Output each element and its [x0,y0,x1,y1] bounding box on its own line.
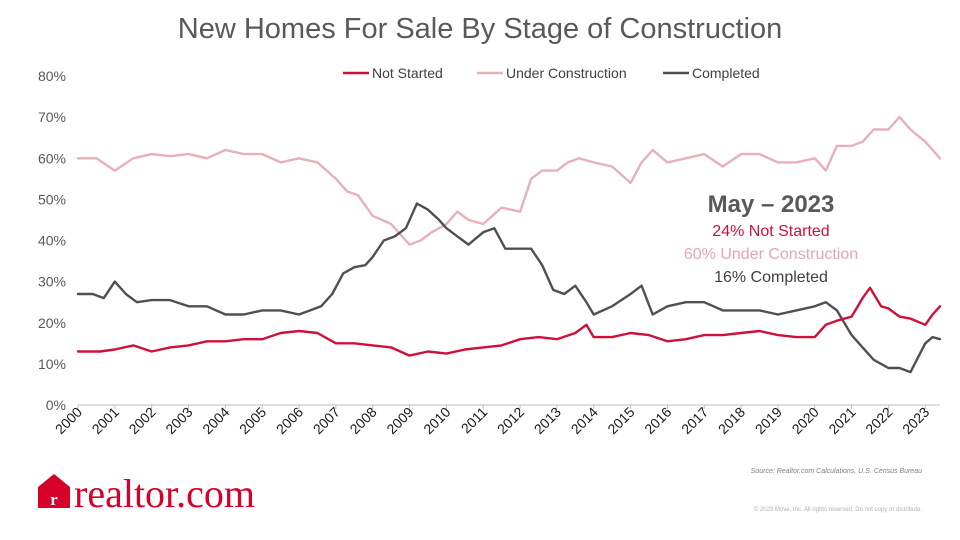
annotation-heading: May – 2023 [708,191,835,218]
y-tick-label: 20% [38,315,66,331]
x-tick-label: 2003 [162,404,195,437]
logo-wordmark: realtor.com [74,471,255,516]
source-note: Source: Realtor.com Calculations, U.S. C… [751,468,922,475]
x-tick-label: 2009 [383,404,416,437]
y-tick-label: 50% [38,191,66,207]
copyright-note: © 2023 Move, Inc. All rights reserved. D… [754,506,923,513]
x-tick-label: 2023 [899,404,932,437]
x-tick-label: 2012 [494,404,527,437]
series-line-completed [76,202,942,374]
x-tick-label: 2017 [678,404,711,437]
logo-mark: r [50,490,58,509]
annotation: May – 2023 24% Not Started 60% Under Con… [684,191,858,286]
x-tick-label: 2014 [568,404,601,437]
y-axis: 0% 10% 20% 30% 40% 50% 60% 70% 80% [38,68,66,413]
x-tick-label: 2011 [458,404,491,437]
annotation-completed: 16% Completed [714,269,828,286]
y-tick-label: 70% [38,109,66,125]
house-icon: r [38,474,70,509]
x-tick-label: 2005 [236,404,269,437]
series-layer [76,115,942,374]
y-tick-label: 0% [46,397,66,413]
x-tick-label: 2007 [310,404,343,437]
x-tick-label: 2001 [89,404,122,437]
x-tick-label: 2020 [789,404,822,437]
x-tick-label: 2015 [604,404,637,437]
x-tick-label: 2016 [641,404,674,437]
chart-title: New Homes For Sale By Stage of Construct… [178,13,782,45]
y-tick-label: 80% [38,68,66,84]
legend: Not Started Under Construction Completed [343,65,760,81]
y-tick-label: 60% [38,150,66,166]
y-tick-label: 30% [38,274,66,290]
x-tick-label: 2021 [825,404,858,437]
y-tick-label: 10% [38,356,66,372]
x-tick-label: 2004 [199,404,232,437]
realtor-logo: r realtor.com [38,471,255,516]
x-tick-label: 2006 [273,404,306,437]
x-tick-label: 2010 [420,404,453,437]
x-tick-label: 2002 [125,404,158,437]
annotation-under-construction: 60% Under Construction [684,246,858,263]
x-tick-label: 2019 [752,404,785,437]
x-axis: 2000 2001 2002 2003 2004 2005 2006 2007 2008 2009… [52,404,940,437]
x-tick-label: 2013 [531,404,564,437]
legend-label-under-construction: Under Construction [506,65,627,81]
x-tick-label: 2008 [346,404,379,437]
series-line-not-started [76,286,942,357]
x-tick-label: 2018 [715,404,748,437]
y-tick-label: 40% [38,233,66,249]
annotation-not-started: 24% Not Started [712,223,829,240]
series-line-under-construction [76,115,942,246]
legend-label-completed: Completed [692,65,760,81]
legend-label-not-started: Not Started [372,65,443,81]
x-tick-label: 2022 [862,404,895,437]
